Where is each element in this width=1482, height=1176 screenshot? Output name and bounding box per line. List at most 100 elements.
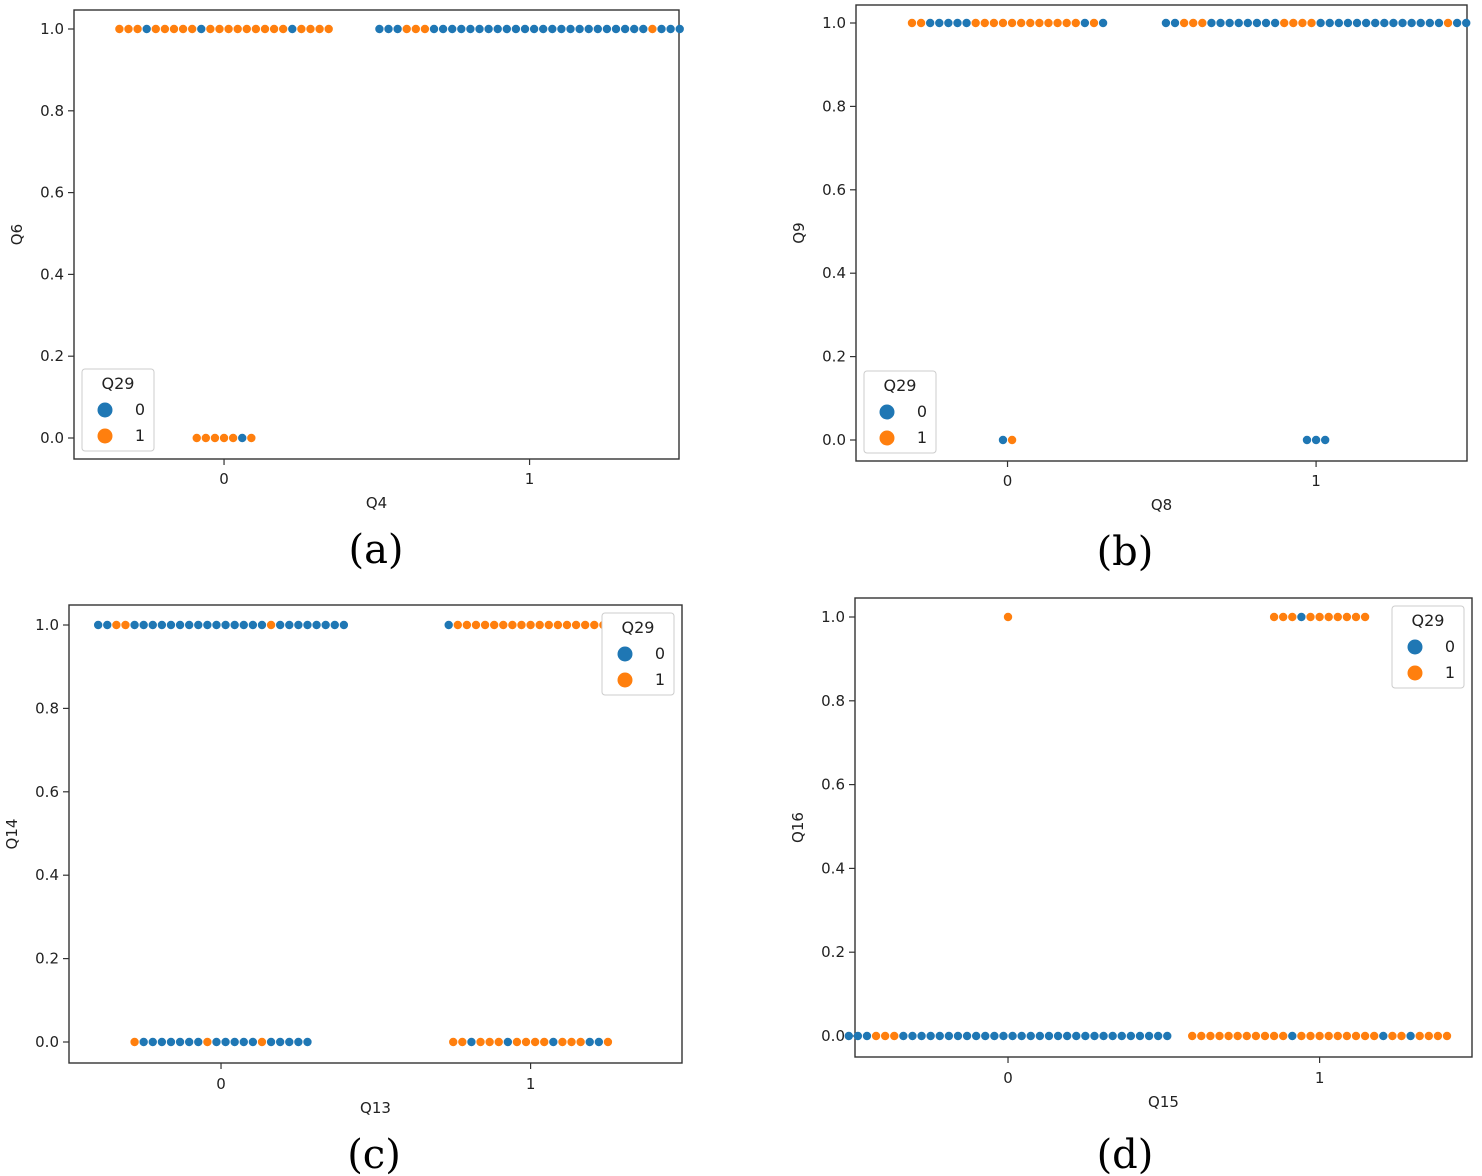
swarm-point-q29-1 [980,18,989,28]
swarm-point-q29-1 [1397,1031,1406,1041]
swarm-point-q29-1 [1242,1031,1252,1041]
swarm-point-q29-1 [1443,18,1453,28]
swarm-point-q29-1 [1260,1031,1270,1041]
x-axis-label: Q13 [360,1099,391,1117]
legend-marker-1 [1407,665,1423,681]
swarm-point-q29-0 [1225,18,1234,28]
swarm-point-q29-0 [212,620,221,630]
swarm-point-q29-0 [312,620,321,630]
swarm-point-q29-0 [1434,18,1444,28]
swarm-point-q29-0 [1252,18,1262,28]
swarm-point-q29-1 [1342,1031,1352,1041]
swarm-point-q29-0 [475,24,484,34]
swarm-point-q29-0 [139,620,148,630]
swarm-point-q29-0 [549,1037,558,1047]
swarm-point-q29-1 [1370,1031,1379,1041]
x-tick-label: 0 [219,470,229,488]
y-tick-label: 0.8 [822,97,846,115]
swarm-point-q29-0 [1406,1031,1415,1041]
swarm-point-q29-1 [558,1037,567,1047]
swarm-point-q29-0 [303,1037,312,1047]
plot-frame [73,9,680,460]
swarm-point-q29-1 [306,24,315,34]
swarm-point-q29-0 [1302,435,1312,445]
swarm-point-q29-1 [1306,1031,1315,1041]
swarm-point-q29-0 [862,1031,872,1041]
swarm-point-q29-1 [1288,612,1297,622]
swarm-point-q29-1 [133,24,142,34]
swarm-point-q29-1 [1044,18,1053,28]
swarm-point-q29-0 [630,24,639,34]
swarm-point-q29-0 [148,1037,157,1047]
swarm-point-q29-1 [1269,1031,1279,1041]
swarm-point-q29-1 [1198,18,1207,28]
swarm-point-q29-1 [580,620,590,630]
swarm-point-q29-1 [890,1031,899,1041]
swarm-point-q29-0 [285,1037,294,1047]
swarm-point-q29-1 [411,24,421,34]
legend-marker-0 [1407,639,1423,655]
swarm-point-q29-0 [330,620,339,630]
swarm-point-q29-0 [1090,1031,1099,1041]
swarm-point-q29-1 [1297,1031,1306,1041]
y-tick-label: 0.6 [35,783,59,801]
swarm-point-q29-0 [1334,18,1344,28]
swarm-point-q29-1 [1388,1031,1397,1041]
swarm-point-q29-0 [620,24,630,34]
swarm-point-q29-0 [1099,1031,1108,1041]
swarm-point-q29-1 [907,18,917,28]
swarm-point-q29-0 [1243,18,1253,28]
swarm-point-q29-0 [962,18,971,28]
swarm-point-q29-0 [1080,18,1090,28]
swarm-point-q29-1 [1333,1031,1343,1041]
y-tick-label: 1.0 [40,20,64,38]
swarm-point-q29-1 [1433,1031,1443,1041]
swarm-point-q29-0 [1462,18,1471,28]
swarm-point-q29-0 [1026,1031,1035,1041]
x-tick-label: 0 [1003,1069,1013,1087]
swarm-point-q29-0 [1153,1031,1163,1041]
swarm-point-q29-1 [201,433,211,443]
x-tick-label: 0 [216,1075,226,1093]
swarm-point-q29-0 [935,1031,944,1041]
swarm-point-q29-0 [212,1037,221,1047]
swarm-point-q29-1 [880,1031,890,1041]
swarm-point-q29-0 [944,1031,954,1041]
swarm-point-q29-1 [462,620,472,630]
swarm-point-q29-1 [1003,612,1013,622]
swarm-point-q29-1 [203,1037,212,1047]
legend-title: Q29 [622,618,655,637]
swarm-point-q29-1 [151,24,160,34]
swarm-point-q29-1 [1007,18,1017,28]
swarm-point-q29-0 [1062,1031,1072,1041]
swarm-point-q29-0 [1234,18,1243,28]
y-tick-label: 0.0 [822,431,846,449]
legend-entry-label: 0 [655,644,665,663]
swarm-point-q29-0 [285,620,294,630]
legend-title: Q29 [1412,611,1445,630]
panel-caption: (b) [1097,529,1154,575]
x-axis-label: Q15 [1148,1093,1179,1111]
swarm-point-q29-1 [526,620,535,630]
swarm-point-q29-0 [1117,1031,1126,1041]
swarm-point-q29-1 [480,620,490,630]
swarm-point-q29-0 [130,620,139,630]
swarm-point-q29-0 [1135,1031,1145,1041]
swarm-point-q29-0 [1389,18,1398,28]
plot-frame [854,597,1473,1058]
swarm-point-q29-1 [916,18,926,28]
swarm-point-q29-0 [257,620,267,630]
swarm-point-q29-1 [178,24,188,34]
swarm-point-q29-0 [275,1037,285,1047]
swarm-point-q29-0 [157,620,167,630]
swarm-point-q29-0 [611,24,621,34]
swarm-point-q29-0 [484,24,493,34]
swarm-point-q29-0 [1425,18,1435,28]
swarm-point-q29-0 [557,24,566,34]
swarm-point-q29-1 [535,620,544,630]
y-axis-label: Q16 [789,812,807,843]
legend-marker-0 [617,646,633,662]
swarm-point-q29-0 [1098,18,1108,28]
swarm-point-q29-1 [1279,612,1288,622]
